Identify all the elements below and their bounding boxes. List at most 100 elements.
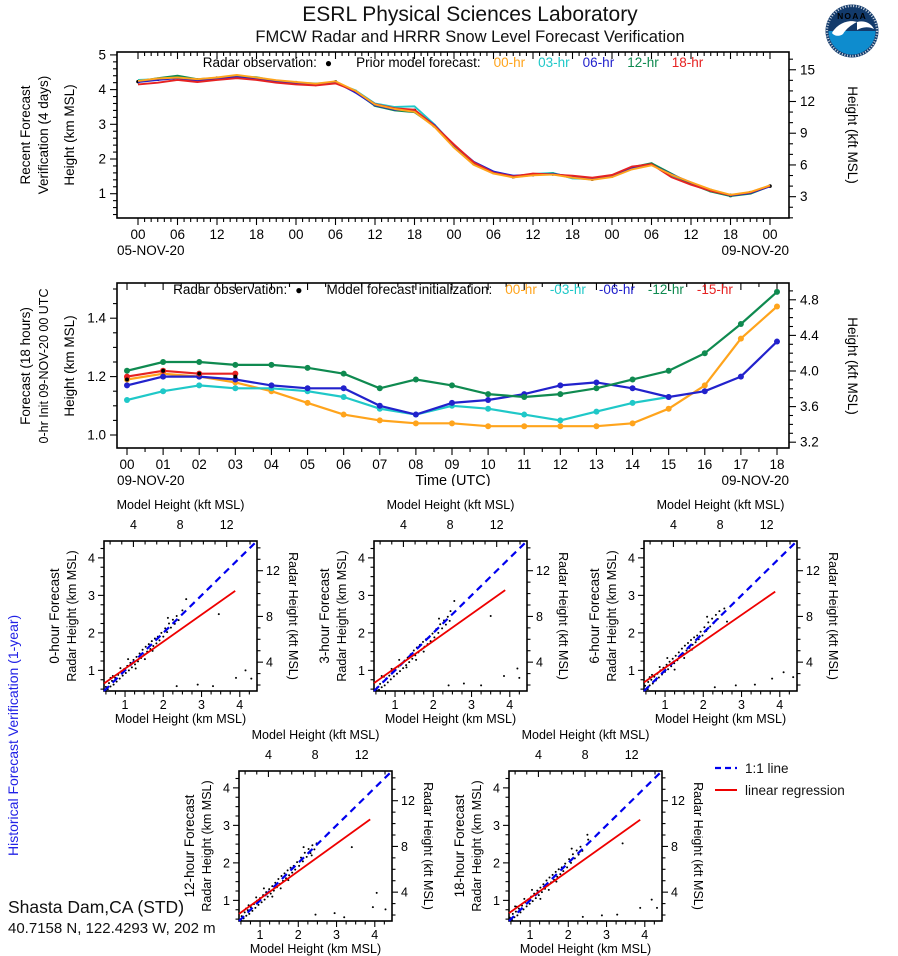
noaa-logo-ring-text	[825, 4, 879, 58]
scatter-ylabel-left: Radar Height (km MSL)	[605, 550, 619, 681]
scatter-km-x-tick: 3	[198, 698, 205, 712]
chart2-x-tick: 08	[408, 457, 423, 472]
chart1-x-tick: 00	[446, 227, 461, 242]
chart2-x-tick: 18	[769, 457, 784, 472]
chart2-right-tick: 3.2	[800, 435, 819, 450]
scatter-kft-top-tick: 4	[400, 518, 407, 532]
scatter-km-y-tick: 3	[358, 589, 365, 603]
scatter-km-x-tick: 3	[468, 698, 475, 712]
scatter-kft-right-tick: 12	[806, 564, 820, 578]
recent-chart-legend: Radar observation: ● Prior model forecast:…	[117, 55, 789, 70]
chart2-x-tick: 17	[733, 457, 748, 472]
chart2-x-tick: 15	[661, 457, 676, 472]
chart1-x-tick: 18	[407, 227, 422, 242]
scatter-kft-top-tick: 8	[717, 518, 724, 532]
scatter-ylabel-right: Radar Height (kft MSL)	[286, 552, 298, 680]
chart2-right-tick: 4.0	[800, 363, 819, 378]
scatter-ylabel-right: Radar Height (kft MSL)	[826, 552, 838, 680]
page-title: ESRL Physical Sciences Laboratory	[302, 3, 638, 26]
scatter-km-y-tick: 3	[493, 819, 500, 833]
scatter-top-xlabel: Model Height (kft MSL)	[657, 498, 785, 512]
chart2-side-label: 0-hr Init 09-NOV-20 00 UTC	[37, 289, 51, 444]
scatter-km-x-tick: 2	[430, 698, 437, 712]
chart1-x-tick: 12	[683, 227, 698, 242]
chart1-x-tick: 00	[604, 227, 619, 242]
chart1-x-tick: 06	[170, 227, 185, 242]
scatter-km-y-tick: 1	[223, 894, 230, 908]
scatter-kft-right-tick: 8	[401, 840, 408, 854]
chart1-side-label: Verification (4 days)	[36, 76, 51, 195]
scatter-points	[508, 833, 658, 922]
chart1-x-tick: 18	[249, 227, 264, 242]
chart1-right-tick: 12	[800, 94, 815, 109]
scatter-points	[104, 598, 253, 692]
scatter-panel-label: 6-hour Forecast	[587, 568, 602, 664]
scatter-km-y-tick: 2	[628, 626, 635, 640]
chart1-y-tick: 2	[98, 152, 106, 167]
scatter-kft-top-tick: 12	[760, 518, 774, 532]
scatter-km-x-tick: 3	[603, 928, 610, 942]
station-coordinates: 40.7158 N, 122.4293 W, 202 m	[8, 920, 216, 937]
noaa-gull-right-wing	[857, 21, 874, 30]
chart2-axes: 00 01 02 03 04 05 06 07 08 09 10 11 12 13 14 15 16 17 18 1.…	[18, 282, 860, 486]
chart2-right-tick: 4.8	[800, 292, 819, 307]
scatter-points	[644, 607, 795, 691]
station-name: Shasta Dam,CA (STD)	[8, 897, 185, 917]
scatter-kft-top-tick: 12	[625, 748, 639, 762]
legend-item: -03-hr	[549, 282, 586, 297]
scatter-km-x-tick: 4	[236, 698, 243, 712]
recent-verification-chart: 00 06 12 18 00 06 12 18 00 06 12 18 00 06 12 18 00123453…	[18, 47, 860, 258]
chart2-y-tick: 1.2	[87, 369, 106, 384]
legend-item: -15-hr	[696, 282, 733, 297]
legend-item: Model forecast initialization:	[326, 282, 493, 297]
chart1-date-left: 05-NOV-20	[117, 243, 185, 258]
one-to-one-label: 1:1 line	[745, 760, 789, 776]
scatter-km-y-tick: 4	[628, 551, 635, 565]
chart2-x-tick: 11	[517, 457, 531, 472]
chart2-x-tick: 10	[481, 457, 496, 472]
scatter-ylabel-left: Radar Height (km MSL)	[335, 550, 349, 681]
chart2-xlabel: Time (UTC)	[415, 473, 490, 486]
scatter-kft-right-tick: 8	[536, 610, 543, 624]
scatter-bottom-xlabel: Model Height (km MSL)	[655, 712, 786, 726]
chart2-date-right: 09-NOV-20	[721, 473, 789, 486]
chart1-series-03-hr	[137, 75, 771, 197]
scatter-km-x-tick: 4	[776, 698, 783, 712]
chart1-x-tick: 18	[723, 227, 738, 242]
chart1-axes: 00 06 12 18 00 06 12 18 00 06 12 18 00 06 12 18 00123453…	[18, 47, 860, 258]
chart1-x-tick: 00	[130, 227, 145, 242]
regression-line-sample	[715, 789, 737, 791]
chart1-right-tick: 9	[800, 126, 808, 141]
scatter-km-y-tick: 1	[358, 664, 365, 678]
chart2-ylabel-right: Height (kft MSL)	[845, 317, 860, 415]
chart2-right-tick: 3.6	[800, 399, 819, 414]
scatter-km-y-tick: 3	[223, 819, 230, 833]
legend-item: 00-hr	[505, 282, 537, 297]
chart1-x-tick: 12	[525, 227, 540, 242]
chart2-x-tick: 13	[589, 457, 604, 472]
legend-item: -06-hr	[598, 282, 635, 297]
scatter-kft-right-tick: 4	[536, 656, 543, 670]
noaa-gull-left-wing	[832, 21, 857, 36]
chart1-x-tick: 06	[328, 227, 343, 242]
regression-line	[103, 590, 236, 685]
scatter-bottom-xlabel: Model Height (km MSL)	[115, 712, 246, 726]
regression-line	[508, 819, 641, 914]
legend-item: ●	[324, 56, 333, 70]
scatter-ylabel-left: Radar Height (km MSL)	[470, 780, 484, 911]
legend-item: ●	[295, 283, 303, 297]
scatter-km-x-tick: 2	[700, 698, 707, 712]
chart2-x-tick: 16	[697, 457, 712, 472]
chart2-right-tick: 4.4	[800, 328, 819, 343]
one-to-one-line-sample	[715, 766, 737, 770]
scatter-ylabel-right: Radar Height (kft MSL)	[421, 782, 433, 910]
chart2-x-tick: 05	[300, 457, 315, 472]
chart1-y-tick: 5	[98, 47, 106, 62]
chart1-date-right: 09-NOV-20	[721, 243, 789, 258]
